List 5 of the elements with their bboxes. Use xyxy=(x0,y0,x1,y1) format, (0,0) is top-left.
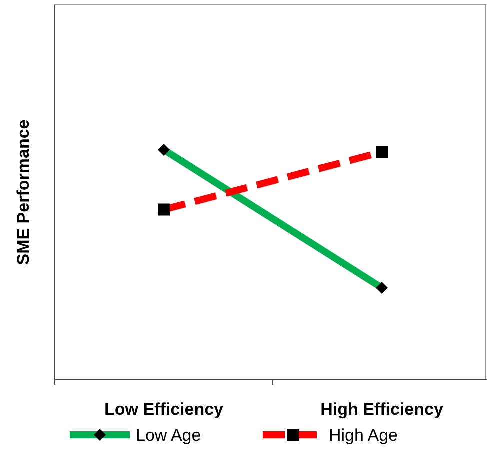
legend-label: High Age xyxy=(329,426,398,445)
x-tick-label: High Efficiency xyxy=(320,400,444,419)
x-tick-label: Low Efficiency xyxy=(104,400,224,419)
y-axis-title: SME Performance xyxy=(14,120,33,266)
legend-label: Low Age xyxy=(136,426,202,445)
